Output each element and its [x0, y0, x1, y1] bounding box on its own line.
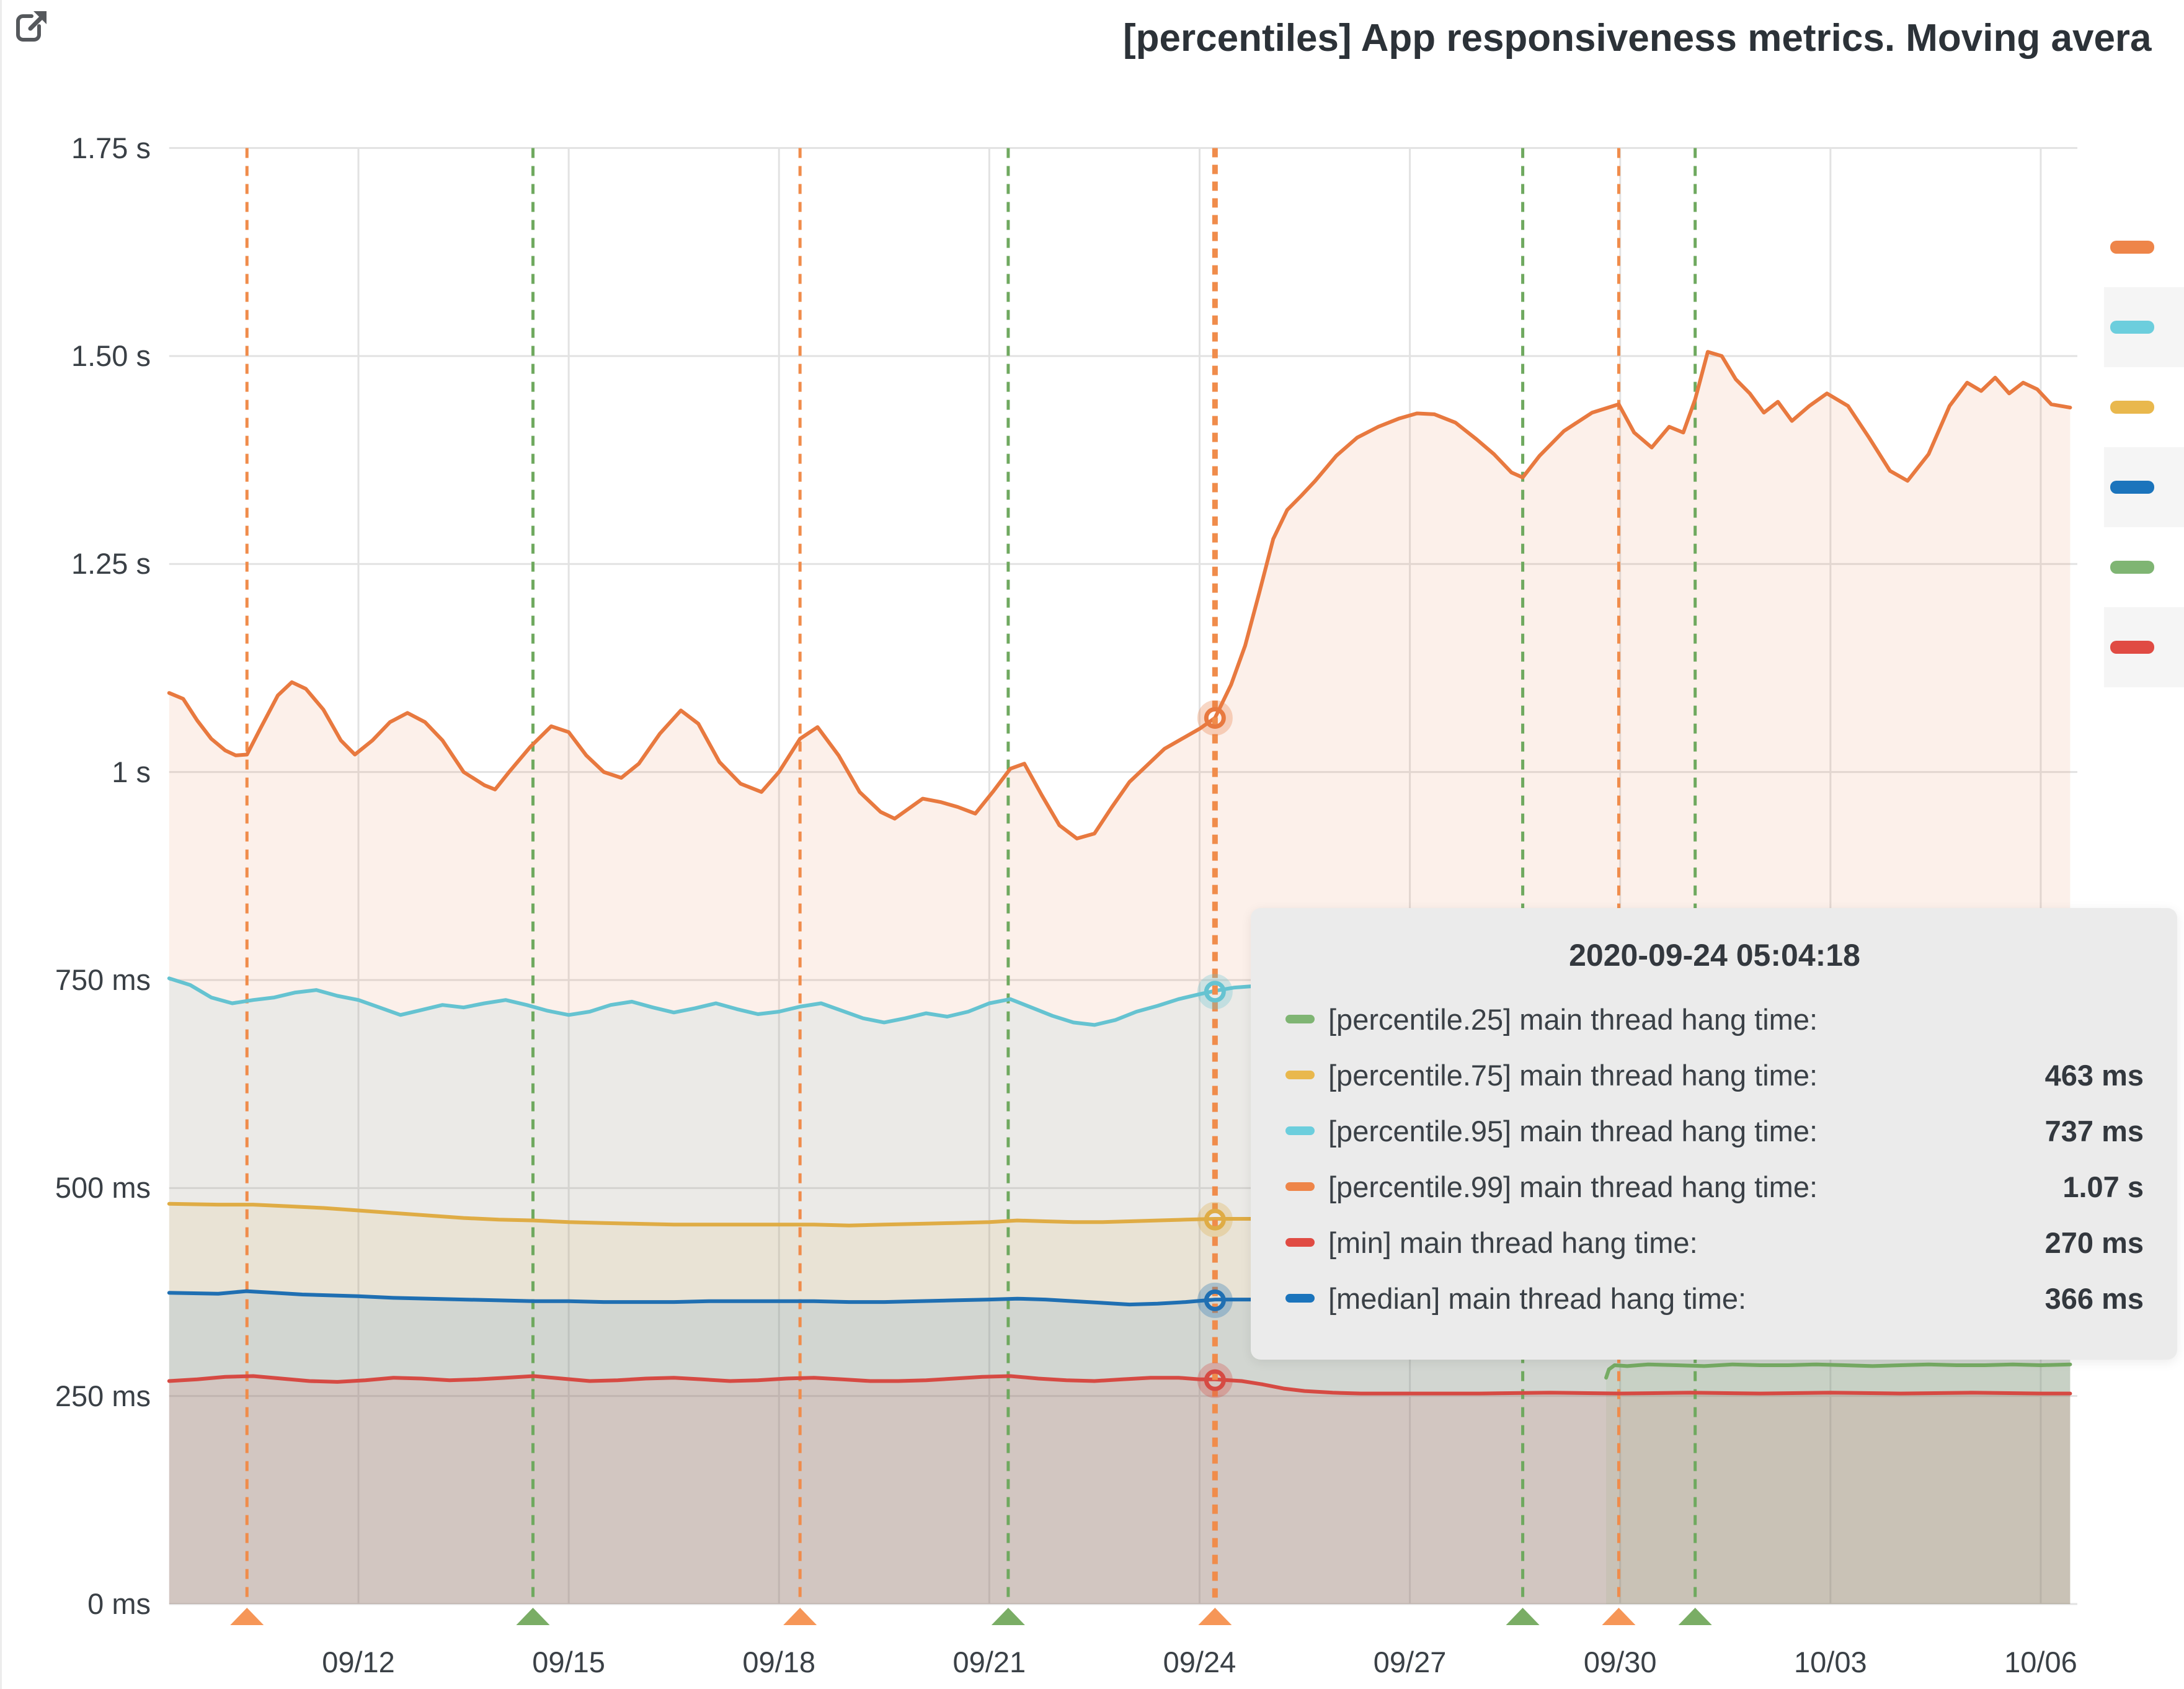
annotation-marker-green[interactable]: [1678, 1608, 1712, 1625]
y-tick-label: 750 ms: [55, 963, 151, 996]
tooltip-series-label: [percentile.99] main thread hang time:: [1328, 1170, 1818, 1203]
tooltip-series-label: [percentile.25] main thread hang time:: [1328, 1002, 1818, 1036]
tooltip-series-label: [percentile.75] main thread hang time:: [1328, 1058, 1818, 1092]
tooltip-row: [percentile.95] main thread hang time: 73…: [1285, 1103, 2144, 1159]
hover-point-halo: [1197, 700, 1233, 736]
y-tick-label: 0 ms: [87, 1587, 151, 1620]
chart-legend: [2104, 207, 2184, 687]
legend-swatch-icon: [2110, 561, 2154, 574]
hover-point-min: [1204, 1369, 1226, 1391]
tooltip-series-value: 366 ms: [2044, 1281, 2144, 1315]
series-line-min: [167, 1374, 2072, 1396]
tooltip-series-label: [min] main thread hang time:: [1328, 1226, 1698, 1259]
tooltip-row: [percentile.99] main thread hang time: 1.…: [1285, 1159, 2144, 1214]
y-tick-label: 1.50 s: [71, 339, 151, 372]
tooltip-series-value: 270 ms: [2044, 1226, 2144, 1259]
x-tick-label: 09/24: [1163, 1646, 1236, 1678]
tooltip-series-value: 463 ms: [2044, 1058, 2144, 1092]
annotation-marker-orange[interactable]: [230, 1608, 264, 1625]
hover-point-median: [1204, 1289, 1226, 1311]
legend-item-p99[interactable]: [2104, 207, 2184, 287]
hover-point-p99: [1204, 706, 1226, 729]
x-tick-label: 09/27: [1373, 1646, 1447, 1678]
hover-point-halo: [1197, 1201, 1233, 1237]
series-line-p25: [1604, 1362, 2072, 1380]
tooltip-timestamp: 2020-09-24 05:04:18: [1569, 938, 1860, 973]
x-tick-label: 10/03: [1794, 1646, 1867, 1678]
tooltip-series-label: [percentile.95] main thread hang time:: [1328, 1114, 1818, 1148]
y-tick-label: 1 s: [112, 755, 151, 788]
chart-tooltip: 2020-09-24 05:04:18 [percentile.25] main…: [1251, 908, 2177, 1360]
y-tick-label: 250 ms: [55, 1379, 151, 1412]
tooltip-row: [percentile.25] main thread hang time:: [1285, 991, 2144, 1047]
series-color-icon: [1285, 1238, 1315, 1247]
series-line-p99: [167, 350, 2072, 840]
legend-item-min[interactable]: [2104, 607, 2184, 687]
tooltip-series-value: 1.07 s: [2062, 1170, 2144, 1203]
series-line-p75: [167, 1201, 2072, 1228]
tooltip-row: [min] main thread hang time: 270 ms: [1285, 1214, 2144, 1270]
legend-swatch-icon: [2110, 401, 2154, 414]
annotation-marker-orange[interactable]: [1602, 1608, 1636, 1625]
series-color-icon: [1285, 1126, 1315, 1135]
legend-item-p95[interactable]: [2104, 287, 2184, 367]
annotation-marker-green[interactable]: [991, 1608, 1025, 1625]
tooltip-row: [median] main thread hang time: 366 ms: [1285, 1270, 2144, 1326]
y-tick-label: 1.75 s: [71, 131, 151, 164]
series-color-icon: [1285, 1182, 1315, 1191]
x-tick-label: 09/30: [1583, 1646, 1657, 1678]
series-color-icon: [1285, 1015, 1315, 1023]
legend-swatch-icon: [2110, 641, 2154, 654]
x-tick-label: 10/06: [2004, 1646, 2077, 1678]
annotation-marker-orange[interactable]: [1198, 1608, 1232, 1625]
annotation-marker-green[interactable]: [1506, 1608, 1540, 1625]
y-tick-label: 500 ms: [55, 1171, 151, 1205]
series-area-min: [169, 1376, 2071, 1604]
legend-swatch-icon: [2110, 481, 2154, 494]
series-line-median: [167, 1289, 2072, 1307]
hover-point-p95: [1204, 981, 1226, 1003]
hover-point-halo: [1197, 974, 1233, 1010]
legend-item-median[interactable]: [2104, 447, 2184, 527]
hover-point-halo: [1197, 1282, 1233, 1318]
hover-point-p75: [1204, 1208, 1226, 1231]
x-tick-label: 09/18: [742, 1646, 816, 1678]
tooltip-row: [percentile.75] main thread hang time: 46…: [1285, 1047, 2144, 1103]
series-area-median: [169, 1291, 2071, 1604]
legend-swatch-icon: [2110, 321, 2154, 334]
legend-swatch-icon: [2110, 241, 2154, 254]
annotation-marker-green[interactable]: [516, 1608, 550, 1625]
series-area-p25: [1606, 1364, 2071, 1604]
panel-title: [percentiles] App responsiveness metrics…: [1123, 17, 2152, 60]
series-color-icon: [1285, 1294, 1315, 1303]
tooltip-rows: [percentile.25] main thread hang time: [p…: [1285, 991, 2144, 1326]
x-tick-label: 09/12: [322, 1646, 395, 1678]
x-tick-label: 09/21: [952, 1646, 1026, 1678]
series-line-p95: [167, 976, 2072, 1027]
x-tick-label: 09/15: [532, 1646, 605, 1678]
tooltip-series-label: [median] main thread hang time:: [1328, 1281, 1747, 1315]
legend-item-p75[interactable]: [2104, 367, 2184, 447]
y-tick-label: 1.25 s: [71, 547, 151, 581]
external-link-icon[interactable]: [14, 7, 50, 43]
annotation-marker-orange[interactable]: [783, 1608, 817, 1625]
legend-item-p25[interactable]: [2104, 527, 2184, 607]
tooltip-series-value: 737 ms: [2044, 1114, 2144, 1148]
hover-point-halo: [1197, 1362, 1233, 1398]
series-color-icon: [1285, 1071, 1315, 1079]
